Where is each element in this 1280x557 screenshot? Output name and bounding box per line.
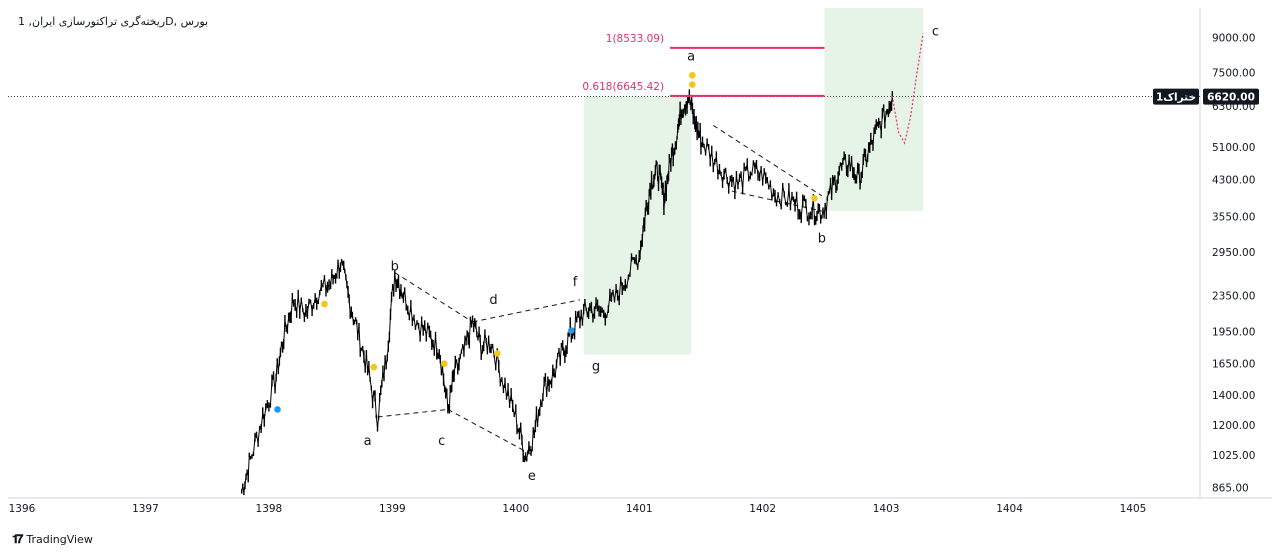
- fib-level-label-2: 0.618(6645.42): [582, 81, 664, 93]
- branding[interactable]: 𝟏𝟕 TradingView: [12, 532, 93, 547]
- wave-channel-line-1: [377, 408, 448, 418]
- branding-name: TradingView: [26, 533, 93, 546]
- y-tick-label: 2350.00: [1212, 291, 1255, 303]
- x-tick-label: 1400: [502, 503, 529, 515]
- symbol-tag-bg: [1153, 88, 1199, 105]
- wave-label-g: g: [592, 360, 600, 375]
- y-tick-label: 1650.00: [1212, 359, 1255, 371]
- signal-marker: [321, 300, 328, 308]
- y-tick-label: 9000.00: [1212, 33, 1255, 45]
- wave-label-c: c: [932, 24, 939, 39]
- wave-label-layer: a b c d e f g a b c: [364, 24, 939, 484]
- marker-layer: [274, 71, 818, 413]
- fib-layer: 1(8533.09) 0.618(6645.42): [582, 33, 825, 97]
- symbol-tag-text: ختراک1: [1156, 92, 1196, 104]
- y-tick-label: 865.00: [1212, 483, 1249, 495]
- signal-marker: [493, 350, 501, 357]
- signal-marker: [568, 327, 575, 334]
- wave-channel-line-5: [713, 124, 823, 197]
- wave-label-b: b: [818, 231, 826, 246]
- signal-marker: [689, 81, 696, 88]
- wave-label-e: e: [528, 469, 536, 484]
- y-tick-label: 1025.00: [1212, 450, 1255, 462]
- y-tick-label: 1200.00: [1212, 420, 1255, 432]
- y-tick-label: 5100.00: [1212, 142, 1255, 154]
- tradingview-logo-icon: 𝟏𝟕: [12, 532, 23, 546]
- wave-channel-line-2: [394, 272, 473, 323]
- target-zone-2: [824, 8, 924, 212]
- wave-channel-line-4: [472, 299, 581, 323]
- x-tick-label: 1398: [256, 503, 283, 515]
- x-axis-labels: 1396 1397 1398 1399 1400 1401 1402 1403 1404 1405: [9, 503, 1147, 515]
- wave-label-c: c: [438, 434, 445, 449]
- x-tick-label: 1399: [379, 503, 406, 515]
- signal-marker: [370, 363, 378, 371]
- chart-title: بورس ,Dریخته‌گری تراکتورسازی ایران, 1: [18, 15, 209, 28]
- y-tick-label: 1400.00: [1212, 390, 1255, 402]
- x-tick-label: 1402: [749, 503, 776, 515]
- y-tick-label: 1950.00: [1212, 327, 1255, 339]
- x-tick-label: 1405: [1120, 503, 1147, 515]
- x-tick-label: 1396: [9, 503, 36, 515]
- current-price-tag: ختراک1 6620.00: [1153, 88, 1259, 105]
- price-line: [241, 91, 893, 493]
- wave-label-b: b: [391, 259, 399, 274]
- signal-marker: [811, 195, 818, 202]
- x-tick-label: 1403: [873, 503, 900, 515]
- x-tick-label: 1401: [626, 503, 653, 515]
- y-tick-label: 7500.00: [1212, 68, 1255, 80]
- price-tag-bg: [1203, 88, 1259, 105]
- x-tick-label: 1397: [132, 503, 159, 515]
- wave-label-f: f: [573, 275, 578, 290]
- y-tick-label: 3550.00: [1212, 211, 1255, 223]
- signal-marker: [689, 71, 696, 79]
- wave-label-a: a: [687, 49, 695, 64]
- signal-marker: [440, 360, 448, 367]
- wave-label-a: a: [364, 434, 372, 449]
- price-tag-text: 6620.00: [1207, 92, 1255, 104]
- y-tick-label: 2950.00: [1212, 247, 1255, 259]
- fib-level-label-1: 1(8533.09): [606, 33, 664, 45]
- wave-channel-line-3: [447, 409, 535, 457]
- signal-marker: [274, 406, 281, 413]
- x-tick-label: 1404: [996, 503, 1023, 515]
- y-tick-label: 4300.00: [1212, 175, 1255, 187]
- wave-label-d: d: [489, 293, 497, 308]
- zone-layer: [583, 8, 924, 355]
